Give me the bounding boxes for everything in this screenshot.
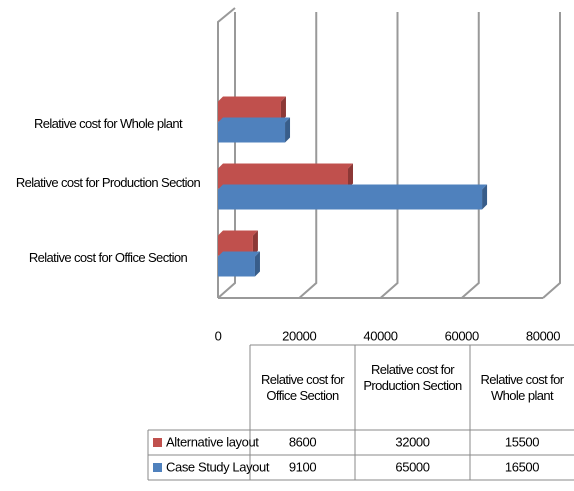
bar-top [218,163,353,169]
table-value: 8600 [289,434,316,449]
grid-line [542,12,561,299]
bar-front [218,168,348,189]
bar-front [218,122,286,143]
x-tick-label: 0 [215,328,222,343]
table-header: Relative cost for Whole plant [480,372,564,403]
bar [218,251,260,277]
table-value: 9100 [289,459,316,474]
bar-side [348,163,353,189]
bar-top [218,230,258,236]
bar-top [218,184,488,190]
bar [218,96,286,122]
legend-label: Case Study Layout [166,459,270,474]
bar [218,163,353,189]
bar [218,230,258,256]
legend-swatch [153,438,162,447]
bar-front [218,101,281,122]
bar-side [285,117,291,143]
bar-side [254,251,260,277]
grid-line [379,12,399,299]
table-value: 65000 [395,459,429,474]
y-tick-label: Relative cost for Whole plant [33,115,183,131]
x-tick-label: 60000 [445,328,479,343]
bar-front [218,235,253,256]
bar-side [482,184,488,210]
bar-top [218,117,291,123]
bar-front [218,256,255,277]
y-tick-label: Relative cost for Office Section [28,249,188,265]
x-tick-label: 20000 [282,328,316,343]
bar-top [218,96,286,102]
bar-side [252,230,258,256]
table-header: Relative cost for Production Section [363,362,462,393]
bar [218,184,488,210]
bar-top [218,251,260,257]
bar [218,117,291,143]
legend-swatch [153,463,162,472]
x-tick-label: 40000 [363,328,397,343]
x-tick-label: 80000 [526,328,560,343]
table-header: Relative cost for Office Section [260,372,345,403]
legend-label: Alternative layout [166,434,259,449]
bar-front [218,189,483,210]
table-value: 16500 [505,459,539,474]
y-tick-label: Relative cost for Production Section [15,174,201,190]
bar-side [280,96,286,122]
grid-line [298,12,318,299]
table-value: 15500 [505,434,539,449]
grid-line [461,12,480,299]
table-value: 32000 [395,434,429,449]
